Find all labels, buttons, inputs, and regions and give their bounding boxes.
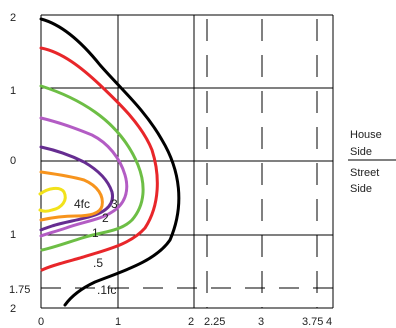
x-tick-0: 0 xyxy=(38,316,44,328)
x-tick-3-75: 3.75 xyxy=(302,316,323,328)
contour-1 xyxy=(39,84,145,252)
x-tick-2-25: 2.25 xyxy=(204,316,225,328)
contour-inner xyxy=(38,186,67,213)
contour-3 xyxy=(39,145,115,232)
street-side-line2: Side xyxy=(350,183,372,195)
side-labels: House Side Street Side xyxy=(348,129,396,195)
contour-label-0-5: .5 xyxy=(93,256,103,270)
dashed-lines xyxy=(41,19,333,308)
y-tick-1-top: 1 xyxy=(10,85,16,97)
y-tick-1-bottom: 1 xyxy=(10,229,16,241)
x-tick-4: 4 xyxy=(326,316,332,328)
y-axis: 2 1 0 1 1.75 2 xyxy=(9,12,30,315)
contour-label-4fc: 4fc xyxy=(74,197,90,211)
contour-0-5 xyxy=(39,46,159,272)
contour-4fc xyxy=(39,170,104,222)
y-tick-0: 0 xyxy=(10,155,16,167)
x-tick-2: 2 xyxy=(188,316,194,328)
street-side-line1: Street xyxy=(350,167,379,179)
house-side-line2: Side xyxy=(350,146,372,158)
x-tick-3: 3 xyxy=(258,316,264,328)
contour-label-0-1fc: .1fc xyxy=(97,283,116,297)
contour-label-2: 2 xyxy=(102,211,109,225)
y-tick-1-75: 1.75 xyxy=(9,284,30,296)
contour-2 xyxy=(39,116,129,238)
x-axis: 0 1 2 2.25 3 3.75 4 xyxy=(38,316,332,328)
x-tick-1: 1 xyxy=(115,316,121,328)
house-side-line1: House xyxy=(350,129,382,141)
grid xyxy=(40,14,334,309)
contour-0-1fc xyxy=(39,17,181,307)
y-tick-2-top: 2 xyxy=(10,12,16,24)
y-tick-2-bottom: 2 xyxy=(10,303,16,315)
contour-labels: .1fc .5 1 2 3 4fc xyxy=(74,197,118,297)
contour-label-3: 3 xyxy=(111,197,118,211)
contour-label-1: 1 xyxy=(92,226,99,240)
contours xyxy=(38,17,181,307)
